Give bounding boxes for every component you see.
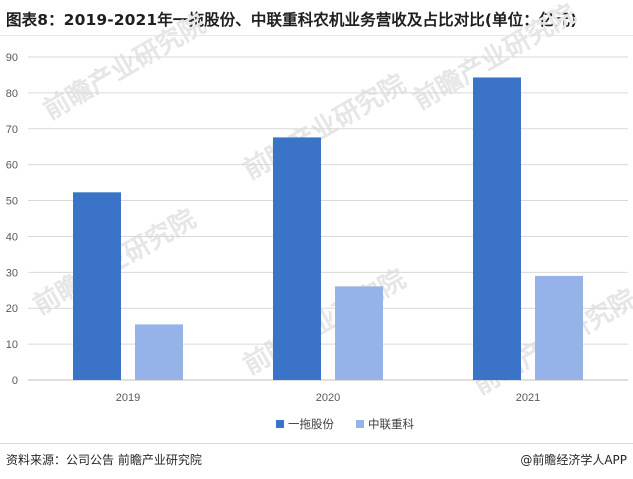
y-tick-label: 10: [6, 339, 18, 351]
y-tick-label: 80: [6, 88, 18, 100]
watermark-text: 前瞻产业研究院: [238, 68, 411, 186]
bar-series-1-2021: [473, 77, 521, 380]
bars: [73, 77, 583, 380]
legend: 一拖股份 中联重科: [276, 417, 414, 431]
chart-title: 图表8：2019-2021年一拖股份、中联重科农机业务营收及占比对比(单位：亿元…: [6, 11, 578, 29]
legend-swatch: [276, 420, 284, 428]
legend-label: 中联重科: [368, 417, 414, 431]
title-divider: [0, 35, 633, 36]
bar-series-1-2020: [273, 137, 321, 380]
y-tick-label: 30: [6, 267, 18, 279]
bar-series-1-2019: [73, 192, 121, 380]
bar-series-2-2021: [535, 275, 583, 380]
gridlines: [28, 56, 628, 381]
watermark-text: 前瞻产业研究院: [238, 263, 411, 381]
x-axis-ticks: 2019 2020 2021: [116, 392, 540, 404]
bar-series-2-2019: [135, 324, 183, 380]
credit-note: @前瞻经济学人APP: [520, 453, 627, 467]
x-tick-label: 2019: [116, 392, 140, 404]
y-tick-label: 40: [6, 231, 18, 243]
y-tick-label: 60: [6, 160, 18, 172]
y-tick-label: 70: [6, 124, 18, 136]
watermark-text: 前瞻产业研究院: [38, 8, 211, 126]
legend-swatch: [356, 420, 364, 428]
y-tick-label: 50: [6, 196, 18, 208]
legend-label: 一拖股份: [288, 417, 334, 431]
bar-series-2-2020: [335, 286, 383, 380]
y-tick-label: 20: [6, 303, 18, 315]
footer-divider: [0, 443, 633, 444]
y-tick-label: 0: [12, 375, 18, 387]
x-tick-label: 2021: [516, 392, 540, 404]
y-tick-label: 90: [6, 52, 18, 64]
source-note: 资料来源：公司公告 前瞻产业研究院: [6, 453, 202, 467]
y-axis-ticks: 0 10 20 30 40 50 60 70 80 90: [6, 52, 18, 387]
x-tick-label: 2020: [316, 392, 340, 404]
